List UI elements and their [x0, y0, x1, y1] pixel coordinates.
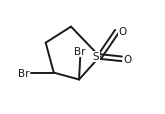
Text: O: O [119, 27, 127, 37]
Text: O: O [123, 54, 132, 64]
Text: S: S [92, 52, 99, 62]
Text: Br: Br [18, 68, 30, 78]
Text: Br: Br [74, 47, 86, 56]
